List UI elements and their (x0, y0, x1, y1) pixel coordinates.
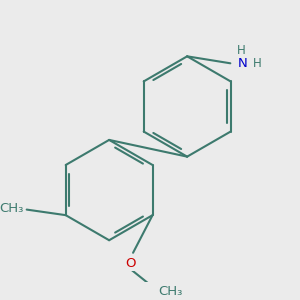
Text: O: O (125, 257, 136, 270)
Text: H: H (237, 44, 246, 57)
Text: N: N (238, 57, 248, 70)
Text: CH₃: CH₃ (158, 285, 183, 298)
Text: H: H (253, 57, 262, 70)
Text: CH₃: CH₃ (0, 202, 23, 215)
